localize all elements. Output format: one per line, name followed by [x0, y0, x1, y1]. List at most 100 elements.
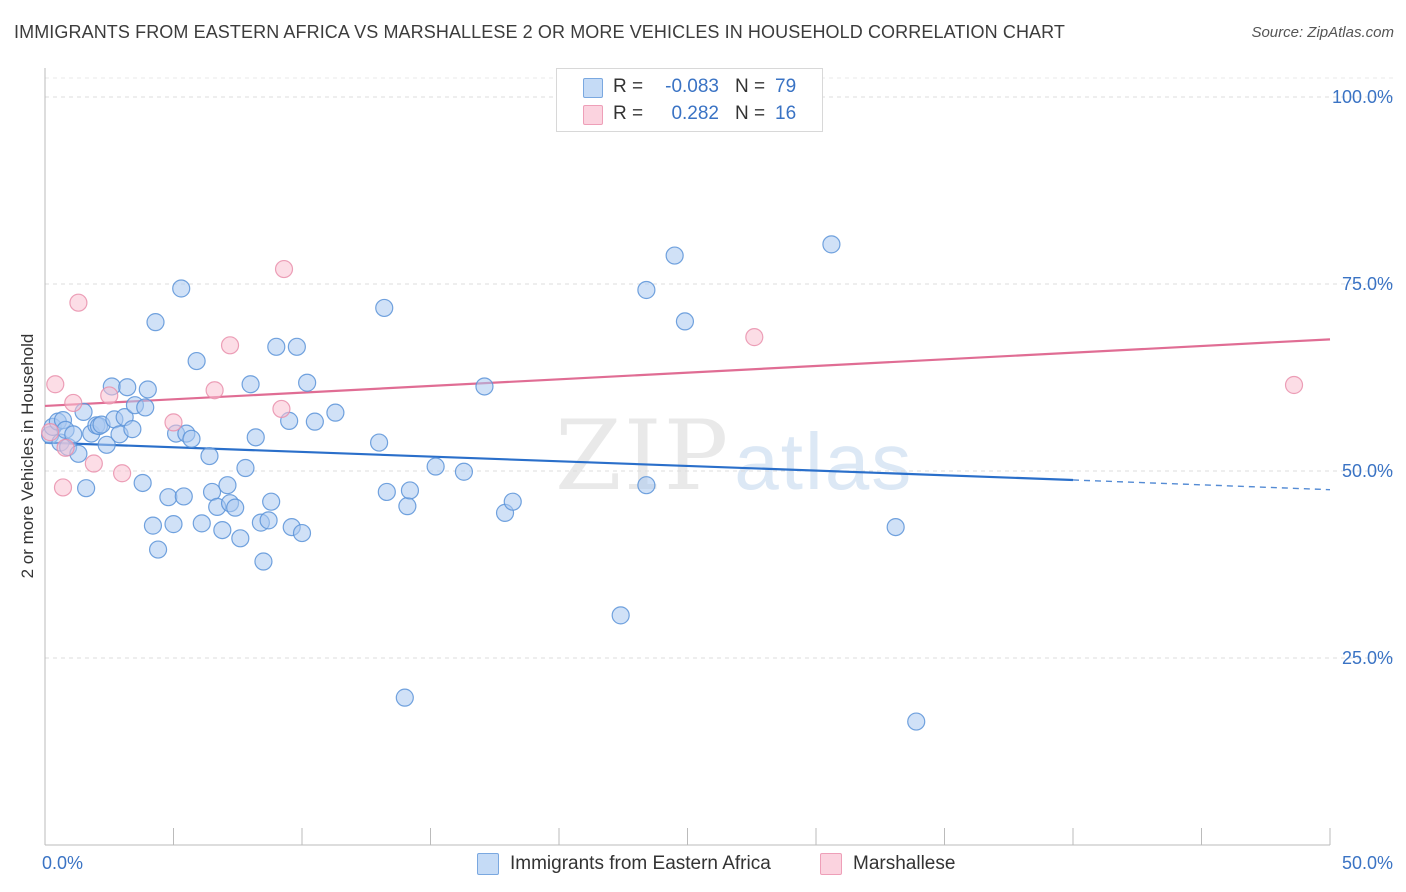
- legend-n-label: N =: [735, 76, 766, 97]
- point-eastern-africa: [259, 511, 278, 530]
- point-eastern-africa: [377, 482, 396, 502]
- point-eastern-africa: [97, 435, 116, 454]
- point-eastern-africa: [246, 428, 265, 447]
- point-marshallese: [1284, 375, 1304, 395]
- point-eastern-africa: [503, 492, 522, 511]
- point-eastern-africa: [182, 429, 201, 448]
- point-eastern-africa: [454, 462, 474, 481]
- watermark: ZIPatlas: [555, 400, 913, 512]
- data-points: [41, 235, 1304, 731]
- legend-n-value: 16: [775, 103, 797, 124]
- point-marshallese: [272, 399, 291, 419]
- point-marshallese: [46, 375, 65, 394]
- legend-swatch-marshallese: [583, 105, 603, 125]
- point-eastern-africa: [164, 515, 183, 534]
- legend-swatch-eastern-africa: [583, 78, 603, 98]
- bottom-legend-swatch-eastern-africa: [477, 853, 499, 875]
- point-eastern-africa: [159, 488, 178, 507]
- y-tick-label: 100.0%: [1332, 87, 1393, 107]
- point-eastern-africa: [136, 398, 155, 417]
- point-eastern-africa: [375, 298, 394, 318]
- point-eastern-africa: [123, 420, 142, 439]
- point-eastern-africa: [192, 514, 211, 533]
- trend-line-marshallese: [44, 338, 1331, 408]
- trend-line-extension: [1072, 479, 1331, 491]
- point-eastern-africa: [118, 378, 137, 397]
- point-eastern-africa: [395, 688, 414, 707]
- point-eastern-africa: [400, 481, 420, 500]
- point-eastern-africa: [143, 516, 163, 535]
- point-eastern-africa: [138, 380, 157, 399]
- point-marshallese: [745, 328, 764, 347]
- point-eastern-africa: [254, 552, 273, 571]
- point-eastern-africa: [226, 498, 245, 517]
- point-marshallese: [64, 393, 83, 413]
- point-eastern-africa: [148, 540, 168, 559]
- legend-r-label: R =: [613, 76, 644, 97]
- point-eastern-africa: [174, 487, 193, 506]
- point-eastern-africa: [146, 313, 165, 332]
- watermark-zip: ZIP: [555, 400, 731, 512]
- point-eastern-africa: [398, 497, 417, 516]
- point-marshallese: [274, 259, 294, 279]
- point-marshallese: [41, 423, 60, 442]
- point-marshallese: [164, 413, 183, 432]
- point-eastern-africa: [426, 457, 445, 476]
- point-eastern-africa: [370, 433, 389, 452]
- point-eastern-africa: [236, 458, 255, 478]
- point-eastern-africa: [886, 517, 905, 537]
- point-eastern-africa: [267, 337, 286, 356]
- point-eastern-africa: [77, 479, 96, 498]
- point-eastern-africa: [292, 523, 312, 543]
- point-eastern-africa: [231, 529, 250, 548]
- point-marshallese: [112, 464, 132, 483]
- chart-title: IMMIGRANTS FROM EASTERN AFRICA VS MARSHA…: [14, 22, 1066, 42]
- point-marshallese: [56, 438, 75, 457]
- y-axis-label: 2 or more Vehicles in Household: [18, 333, 37, 579]
- point-eastern-africa: [907, 712, 926, 731]
- y-tick-label: 25.0%: [1342, 648, 1393, 668]
- bottom-legend-label: Immigrants from Eastern Africa: [510, 853, 771, 874]
- legend-r-label: R =: [613, 103, 644, 124]
- trend-lines: [44, 338, 1331, 491]
- point-marshallese: [100, 386, 119, 405]
- x-tick-label: 50.0%: [1342, 853, 1393, 873]
- point-eastern-africa: [611, 606, 630, 625]
- point-eastern-africa: [200, 446, 219, 466]
- point-eastern-africa: [637, 476, 656, 495]
- point-eastern-africa: [262, 492, 281, 511]
- trend-line-eastern-africa: [44, 441, 1074, 482]
- point-marshallese: [84, 454, 103, 473]
- point-eastern-africa: [218, 476, 237, 495]
- point-marshallese: [69, 293, 88, 312]
- point-marshallese: [53, 478, 73, 497]
- point-marshallese: [205, 381, 224, 400]
- point-eastern-africa: [326, 403, 345, 422]
- point-eastern-africa: [64, 425, 83, 444]
- legend-n-value: 79: [775, 76, 797, 97]
- x-tick-label: 0.0%: [42, 853, 83, 873]
- point-eastern-africa: [675, 312, 695, 331]
- bottom-legend-label: Marshallese: [853, 853, 956, 874]
- axes: [44, 68, 1331, 846]
- point-eastern-africa: [637, 280, 656, 300]
- legend-r-value: 0.282: [671, 103, 719, 124]
- point-eastern-africa: [172, 279, 191, 298]
- point-eastern-africa: [475, 377, 494, 396]
- bottom-legend-swatch-marshallese: [820, 853, 842, 875]
- tick-labels: 100.0% 75.0% 50.0% 25.0% 0.0% 50.0%: [42, 87, 1393, 873]
- point-eastern-africa: [213, 520, 232, 540]
- point-eastern-africa: [287, 337, 306, 356]
- point-eastern-africa: [241, 375, 260, 394]
- point-eastern-africa: [133, 473, 152, 493]
- point-marshallese: [220, 336, 240, 355]
- point-eastern-africa: [298, 373, 317, 392]
- correlation-legend: R = -0.083 N = 79 R = 0.282 N = 16: [556, 68, 823, 132]
- legend-n-label: N =: [735, 103, 766, 124]
- point-eastern-africa: [305, 412, 324, 431]
- gridlines: [45, 77, 1393, 659]
- point-eastern-africa: [187, 351, 206, 371]
- point-eastern-africa: [822, 235, 841, 254]
- source-label: Source: ZipAtlas.com: [1251, 24, 1394, 41]
